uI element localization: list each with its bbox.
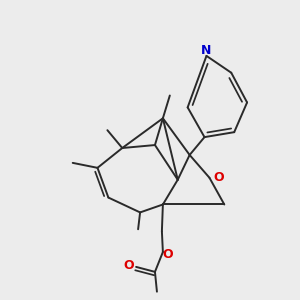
Text: O: O [163,248,173,260]
Text: O: O [123,260,134,272]
Text: N: N [201,44,212,57]
Text: O: O [213,171,224,184]
